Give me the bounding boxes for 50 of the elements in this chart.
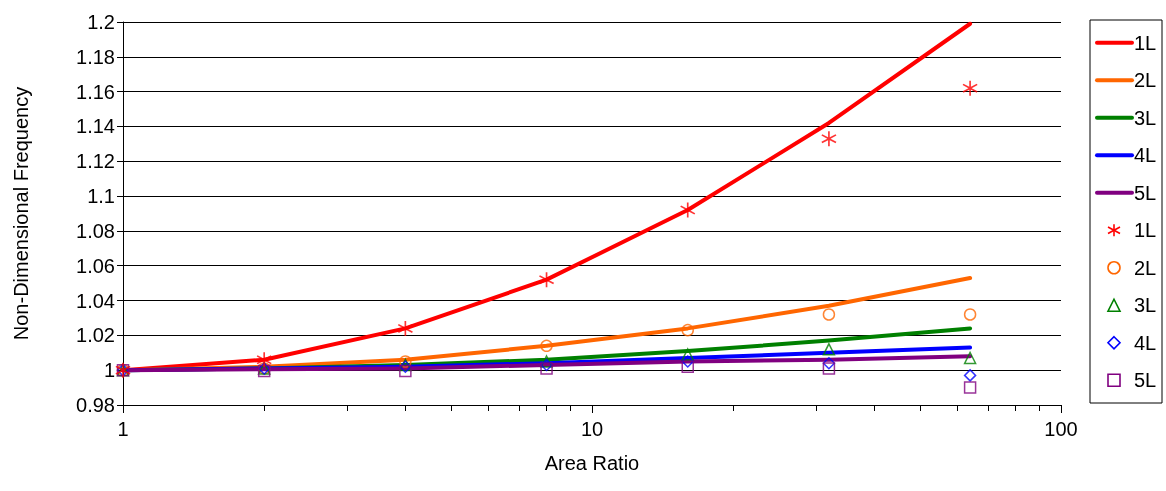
point <box>822 308 836 321</box>
x-tick-label: 1 <box>117 418 129 440</box>
y-tick-label: 1.02 <box>76 324 115 347</box>
legend-label: 1L <box>1134 31 1157 54</box>
legend-label: 4L <box>1134 331 1157 354</box>
point <box>822 362 836 375</box>
point <box>963 381 977 394</box>
y-tick-label: 1.1 <box>87 185 115 208</box>
y-tick-label: 0.98 <box>76 394 115 416</box>
point <box>963 351 977 365</box>
point <box>540 358 553 372</box>
x-tick-label: 100 <box>1044 418 1078 440</box>
legend-label: 2L <box>1134 256 1157 279</box>
legend-label: 4L <box>1134 144 1157 167</box>
x-tick-label: 10 <box>580 418 604 440</box>
point <box>963 369 977 382</box>
point <box>540 362 553 375</box>
point <box>822 343 836 356</box>
x-axis-title: Area Ratio <box>544 452 640 474</box>
y-tick-label: 1.08 <box>76 219 115 242</box>
point <box>256 352 272 368</box>
legend-label: 1L <box>1134 219 1157 242</box>
legend-label: 5L <box>1134 369 1157 392</box>
y-tick-label: 1.16 <box>76 80 115 103</box>
legend-label: 2L <box>1134 69 1157 92</box>
point <box>540 355 553 368</box>
legend-label: 3L <box>1134 106 1157 129</box>
point <box>680 202 696 218</box>
y-tick-label: 1.04 <box>76 289 115 312</box>
y-tick-label: 1.12 <box>76 150 115 173</box>
point <box>962 80 978 96</box>
legend-label: 5L <box>1134 181 1157 204</box>
y-tick-label: 1 <box>103 359 115 382</box>
y-tick-label: 1.18 <box>76 45 115 68</box>
point <box>681 360 694 373</box>
point <box>821 131 837 147</box>
y-tick-label: 1.14 <box>76 115 115 138</box>
point <box>681 323 694 337</box>
legend-label: 3L <box>1134 294 1157 317</box>
point <box>681 348 694 361</box>
point <box>399 355 412 368</box>
y-tick-label: 1.06 <box>76 254 115 277</box>
point <box>397 320 413 336</box>
point <box>822 356 836 370</box>
point <box>399 364 412 378</box>
y-axis-title: Non-Dimensional Frequency <box>10 86 32 341</box>
point <box>681 355 694 368</box>
y-tick-label: 1.2 <box>87 11 115 33</box>
point <box>540 339 553 353</box>
point <box>963 308 977 321</box>
